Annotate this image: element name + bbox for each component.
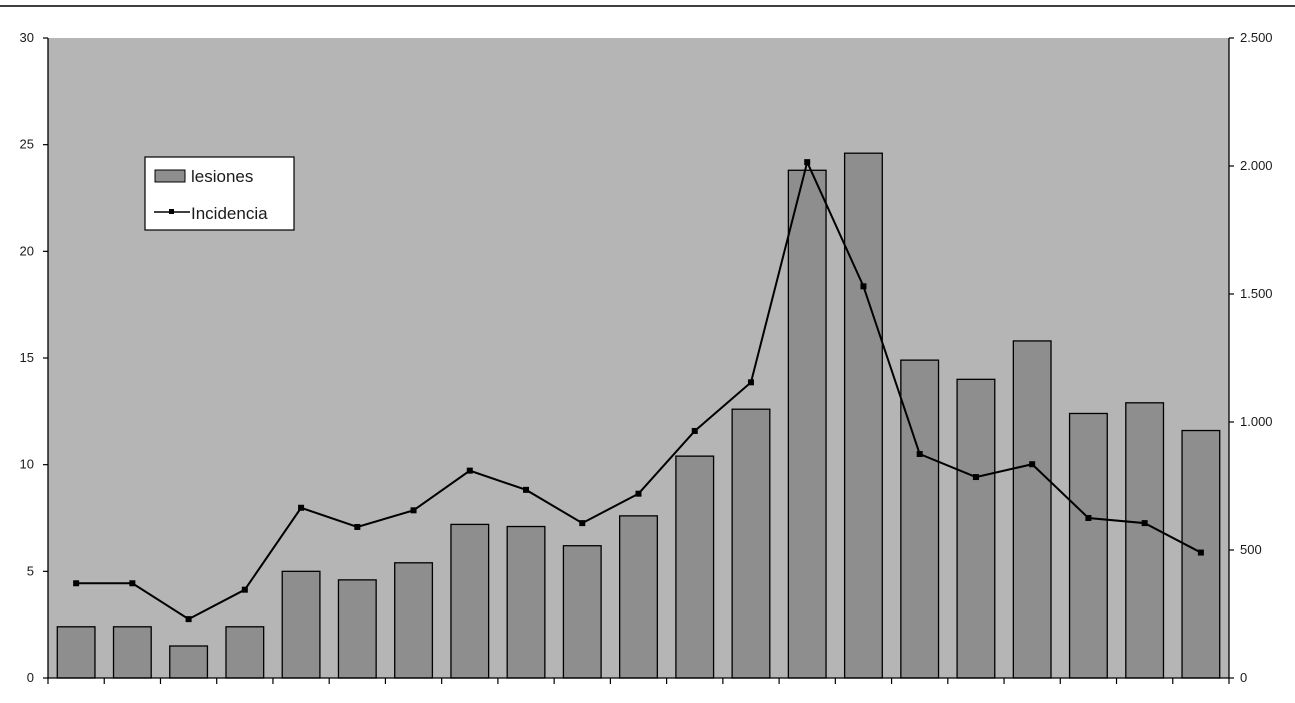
right-y-tick-label: 1.500 [1240, 286, 1273, 301]
right-y-tick-label: 1.000 [1240, 414, 1273, 429]
incidencia-point-21 [1197, 549, 1204, 556]
incidencia-point-12 [691, 427, 698, 434]
incidencia-point-20 [1141, 520, 1148, 527]
bar-lesiones-12 [675, 455, 715, 679]
incidencia-point-17 [972, 474, 979, 481]
bar-lesiones-8 [450, 523, 490, 679]
left-y-tick-label: 10 [20, 457, 34, 472]
bar-series-lesiones [56, 152, 1221, 679]
right-y-tick-label: 500 [1240, 542, 1262, 557]
bar-lesiones-4 [225, 626, 265, 679]
legend-box [144, 156, 295, 231]
left-y-tick-label: 5 [27, 563, 34, 578]
bar-lesiones-11 [619, 515, 658, 679]
incidencia-point-5 [298, 504, 305, 511]
legend-label-lesiones: lesiones [191, 167, 253, 186]
line-series-incidencia [73, 159, 1204, 623]
bar-lesiones-14 [787, 169, 827, 679]
bar-lesiones-9 [506, 525, 546, 679]
incidencia-point-9 [523, 486, 530, 493]
legend-label-incidencia: Incidencia [191, 204, 268, 223]
right-y-tick-label: 2.000 [1240, 158, 1273, 173]
left-y-tick-label: 20 [20, 243, 34, 258]
incidencia-point-16 [916, 451, 923, 457]
incidencia-point-1 [73, 580, 80, 587]
left-y-tick-label: 15 [20, 350, 34, 365]
bar-lesiones-17 [956, 378, 996, 679]
incidencia-point-4 [241, 586, 248, 593]
legend-swatch-incidencia-marker [169, 209, 174, 214]
incidencia-point-13 [747, 379, 754, 386]
bar-lesiones-20 [1125, 402, 1165, 679]
incidencia-point-2 [129, 580, 136, 587]
incidencia-point-11 [635, 490, 642, 497]
incidencia-point-7 [410, 507, 417, 514]
bar-lesiones-1 [56, 626, 96, 679]
bar-lesiones-5 [281, 570, 321, 679]
left-y-tick-label: 0 [27, 670, 34, 685]
bar-lesiones-3 [169, 645, 209, 679]
bar-lesiones-18 [1012, 340, 1052, 679]
incidencia-point-8 [466, 467, 473, 474]
bar-lesiones-15 [843, 152, 883, 679]
axes: 0 5 10 15 20 25 30 0 500 1.000 1.500 2.000 2.500 [20, 30, 1273, 685]
bar-lesiones-19 [1068, 412, 1108, 679]
right-y-tick-label: 2.500 [1240, 30, 1273, 45]
bar-lesiones-10 [562, 545, 602, 679]
bar-lesiones-7 [394, 562, 434, 679]
bar-lesiones-13 [731, 408, 771, 679]
left-y-tick-label: 25 [20, 137, 34, 152]
incidencia-point-10 [579, 520, 586, 527]
incidencia-point-15 [860, 283, 867, 290]
incidencia-point-14 [804, 159, 811, 166]
incidencia-point-3 [185, 616, 192, 623]
legend: lesiones Incidencia [144, 156, 295, 231]
incidencia-point-19 [1085, 515, 1092, 521]
bar-lesiones-16 [900, 359, 940, 679]
bar-lesiones-2 [112, 626, 152, 679]
incidencia-point-6 [354, 523, 361, 530]
legend-swatch-lesiones [154, 169, 186, 183]
incidencia-point-18 [1029, 461, 1036, 468]
right-y-tick-label: 0 [1240, 670, 1247, 685]
left-y-tick-label: 30 [20, 30, 34, 45]
bar-lesiones-6 [337, 579, 377, 679]
